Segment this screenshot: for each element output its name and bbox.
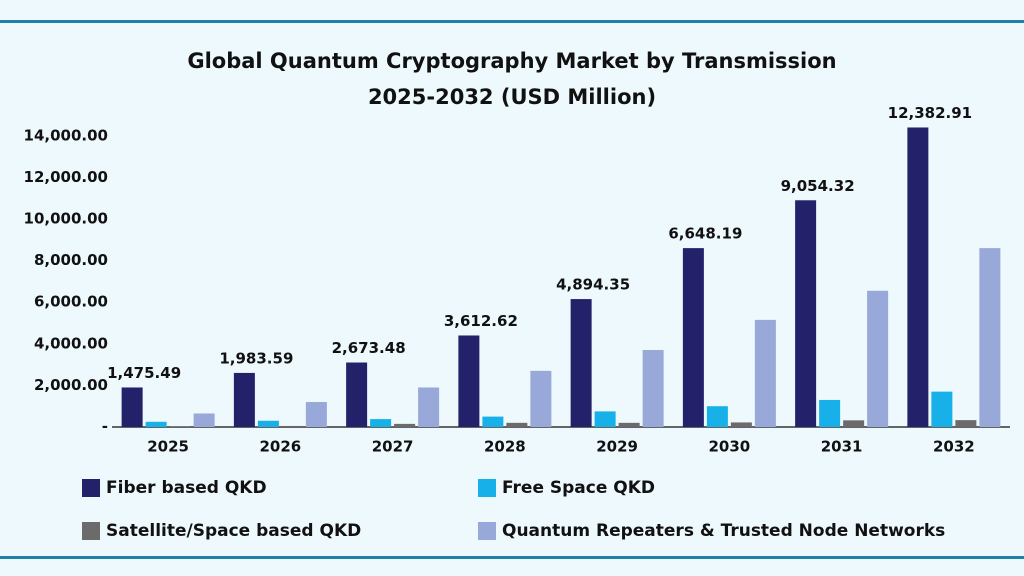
- bar: [867, 290, 889, 427]
- bar: [418, 387, 440, 427]
- bar: [682, 248, 704, 427]
- annotation: 12,382.91: [888, 104, 972, 122]
- bar: [394, 423, 416, 427]
- bar: [570, 299, 592, 427]
- x-tick-label: 2025: [147, 438, 189, 456]
- legend-swatch: [478, 479, 496, 497]
- bar: [506, 422, 528, 427]
- bar: [594, 411, 616, 427]
- y-tick-label: 10,000.00: [24, 210, 108, 228]
- bar: [931, 391, 953, 427]
- y-tick-label: 2,000.00: [34, 376, 108, 394]
- bar: [907, 127, 929, 427]
- legend-label: Satellite/Space based QKD: [106, 521, 361, 541]
- y-tick-label: -: [102, 418, 108, 436]
- bar: [257, 420, 279, 427]
- legend-label: Free Space QKD: [502, 478, 655, 498]
- x-tick-label: 2027: [372, 438, 414, 456]
- chart-subtitle: 2025-2032 (USD Million): [368, 85, 656, 109]
- bar: [458, 335, 480, 427]
- y-tick-label: 8,000.00: [34, 251, 108, 269]
- bar: [482, 416, 504, 427]
- bar: [754, 319, 776, 427]
- top-border: [0, 20, 1024, 23]
- x-tick-label: 2029: [596, 438, 638, 456]
- annotation: 4,894.35: [556, 276, 630, 294]
- bar: [281, 425, 303, 427]
- y-tick-label: 6,000.00: [34, 293, 108, 311]
- bottom-border: [0, 556, 1024, 559]
- legend-label: Quantum Repeaters & Trusted Node Network…: [502, 521, 945, 541]
- bar: [979, 248, 1001, 427]
- bar: [346, 362, 368, 427]
- bar: [121, 387, 143, 427]
- y-tick-label: 14,000.00: [24, 126, 108, 144]
- bar: [169, 426, 191, 427]
- bar: [730, 422, 752, 427]
- bar: [819, 399, 841, 427]
- annotation: 6,648.19: [668, 225, 742, 243]
- y-tick-label: 4,000.00: [34, 334, 108, 352]
- bar: [305, 402, 327, 427]
- bar: [843, 420, 865, 427]
- bar: [233, 372, 255, 427]
- y-tick-label: 12,000.00: [24, 168, 108, 186]
- x-tick-label: 2031: [821, 438, 863, 456]
- legend-swatch: [478, 522, 496, 540]
- x-tick-label: 2032: [933, 438, 975, 456]
- legend-label: Fiber based QKD: [106, 478, 267, 498]
- x-tick-label: 2030: [709, 438, 751, 456]
- bar: [618, 422, 640, 427]
- bar: [530, 370, 552, 427]
- bar: [642, 350, 664, 427]
- annotation: 9,054.32: [781, 177, 855, 195]
- bar: [193, 413, 215, 427]
- annotation: 2,673.48: [332, 339, 406, 357]
- bar: [145, 421, 167, 427]
- bar: [795, 200, 817, 427]
- annotation: 1,983.59: [219, 349, 293, 367]
- bar: [955, 420, 977, 427]
- bar: [370, 419, 392, 427]
- x-tick-label: 2028: [484, 438, 526, 456]
- x-tick-label: 2026: [260, 438, 302, 456]
- legend-swatch: [82, 479, 100, 497]
- annotation: 3,612.62: [444, 312, 518, 330]
- annotation: 1,475.49: [107, 364, 181, 382]
- bar: [706, 406, 728, 427]
- chart-title: Global Quantum Cryptography Market by Tr…: [187, 49, 836, 73]
- legend-swatch: [82, 522, 100, 540]
